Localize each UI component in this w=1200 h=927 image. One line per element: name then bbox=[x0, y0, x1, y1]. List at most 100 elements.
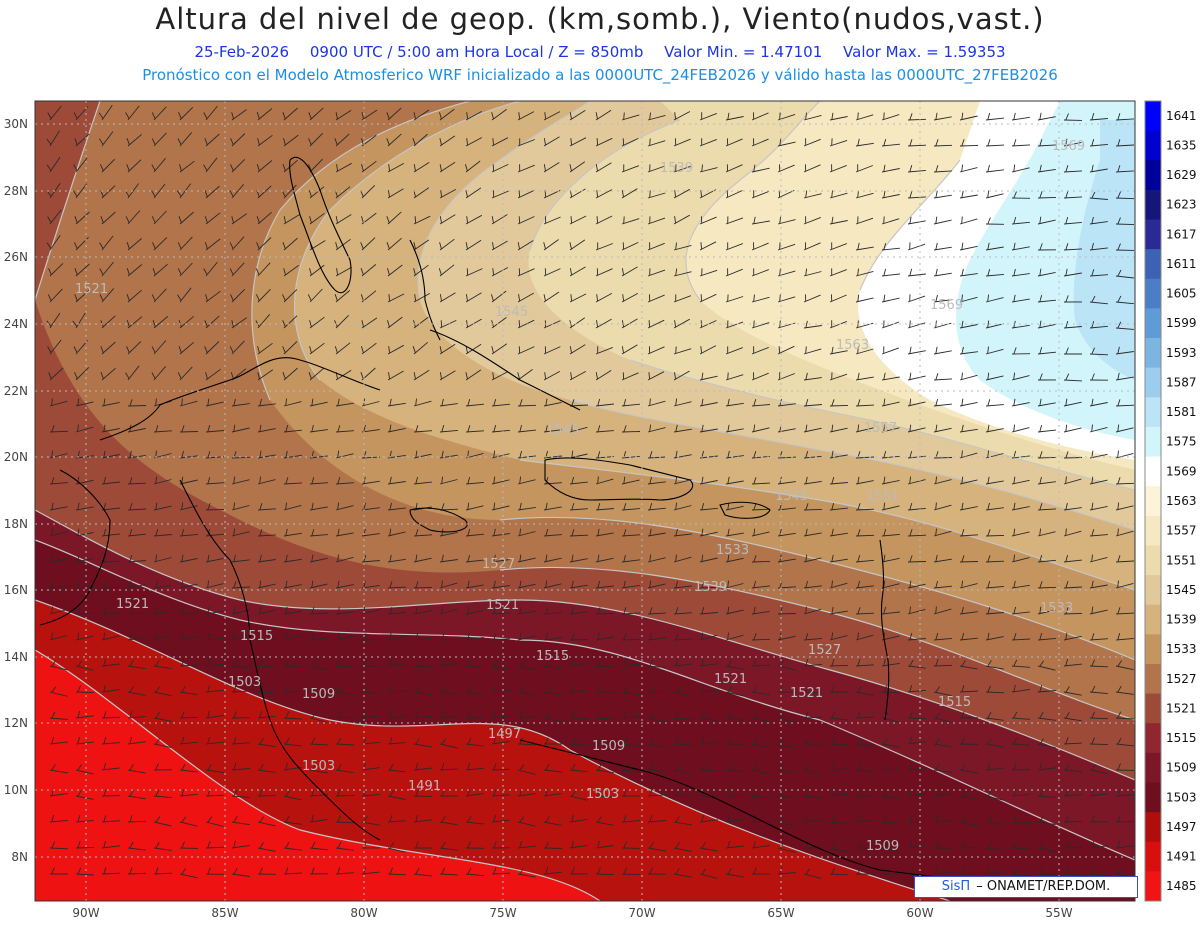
wind-barb bbox=[283, 790, 302, 801]
wind-barb bbox=[179, 580, 198, 589]
wind-barb bbox=[179, 554, 198, 563]
wind-barb bbox=[595, 763, 614, 774]
wind-barb bbox=[231, 815, 250, 826]
wind-barb bbox=[439, 424, 458, 433]
wind-barb bbox=[1037, 554, 1056, 563]
wind-barb bbox=[1011, 711, 1031, 720]
wind-barb bbox=[595, 451, 614, 459]
contour-label: 1521 bbox=[486, 598, 519, 613]
colorbar-level: 1623 bbox=[1166, 198, 1197, 212]
wind-barb bbox=[439, 189, 457, 199]
wind-barb bbox=[673, 450, 692, 459]
wind-barb bbox=[725, 763, 745, 772]
wind-barb bbox=[413, 710, 432, 719]
wind-barb bbox=[907, 711, 927, 720]
wind-barb bbox=[907, 216, 926, 225]
wind-barb bbox=[543, 712, 562, 722]
wind-barb bbox=[413, 215, 431, 225]
wind-barb bbox=[621, 763, 640, 773]
wind-barb bbox=[491, 736, 510, 745]
wind-barb bbox=[1011, 684, 1030, 693]
wind-barb bbox=[100, 341, 116, 355]
wind-barb bbox=[1063, 216, 1082, 225]
wind-barb bbox=[855, 711, 875, 719]
wind-barb bbox=[881, 320, 900, 329]
wind-barb bbox=[569, 161, 586, 173]
wind-barb bbox=[282, 315, 298, 329]
wind-barb bbox=[647, 814, 666, 823]
wind-barb bbox=[179, 528, 198, 537]
wind-barb bbox=[46, 234, 61, 251]
wind-barb bbox=[75, 764, 94, 775]
wind-barb bbox=[595, 318, 612, 329]
wind-barb bbox=[309, 212, 325, 225]
contour-label: 1521 bbox=[116, 597, 149, 612]
wind-barb bbox=[1064, 347, 1082, 355]
wind-barb bbox=[803, 503, 823, 511]
wind-barb bbox=[907, 555, 927, 563]
wind-barb bbox=[725, 528, 744, 537]
wind-barb bbox=[673, 607, 693, 615]
contour-label: 1521 bbox=[714, 672, 747, 687]
wind-barb bbox=[907, 659, 926, 669]
contour-label: 1545 bbox=[775, 489, 808, 504]
wind-barb bbox=[751, 503, 771, 511]
wind-barb bbox=[881, 763, 901, 771]
wind-barb bbox=[1063, 320, 1082, 329]
wind-barb bbox=[829, 112, 848, 121]
wind-barb bbox=[387, 424, 406, 433]
wind-barb bbox=[256, 237, 272, 251]
lat-label: 16N bbox=[4, 583, 28, 597]
wind-barb bbox=[725, 502, 744, 511]
wind-barb bbox=[907, 372, 926, 381]
wind-barb bbox=[907, 139, 927, 147]
wind-barb bbox=[1115, 737, 1134, 747]
wind-barb bbox=[1089, 164, 1108, 173]
colorbar-level: 1563 bbox=[1166, 494, 1197, 508]
wind-barb bbox=[933, 216, 952, 225]
wind-barb bbox=[1037, 711, 1056, 721]
wind-barb bbox=[205, 424, 224, 433]
wind-barb bbox=[959, 294, 978, 303]
wind-barb bbox=[439, 238, 455, 251]
wind-barb bbox=[907, 294, 926, 303]
wind-barb bbox=[99, 158, 116, 173]
wind-barb bbox=[673, 816, 692, 826]
wind-barb bbox=[335, 162, 352, 173]
wind-barb bbox=[517, 632, 536, 641]
wind-barb bbox=[361, 685, 380, 695]
wind-barb bbox=[101, 789, 121, 797]
wind-barb bbox=[725, 840, 744, 849]
wind-barb bbox=[517, 764, 536, 775]
wind-barb bbox=[99, 261, 114, 277]
wind-barb bbox=[179, 788, 198, 797]
wind-barb bbox=[621, 658, 640, 667]
wind-barb bbox=[413, 554, 432, 563]
wind-barb bbox=[829, 502, 848, 511]
wind-barb bbox=[335, 214, 352, 225]
wind-barb bbox=[1115, 165, 1135, 173]
wind-barb bbox=[127, 632, 146, 641]
wind-barb bbox=[283, 265, 299, 277]
wind-barb bbox=[178, 106, 194, 121]
wind-barb bbox=[101, 737, 120, 745]
contour-label: 1569 bbox=[1052, 139, 1085, 154]
wind-barb bbox=[126, 316, 143, 329]
wind-barb bbox=[751, 659, 771, 667]
wind-barb bbox=[855, 814, 874, 823]
wind-barb bbox=[49, 632, 68, 641]
wind-barb bbox=[543, 239, 559, 251]
wind-barb bbox=[699, 581, 719, 589]
wind-barb bbox=[543, 866, 562, 875]
wind-barb bbox=[647, 190, 666, 199]
wind-barb bbox=[48, 263, 64, 277]
wind-barb bbox=[517, 660, 536, 671]
wind-barb bbox=[413, 450, 432, 459]
wind-barb bbox=[387, 344, 405, 355]
colorbar-swatch bbox=[1145, 634, 1161, 665]
wind-barb bbox=[803, 294, 821, 303]
wind-barb bbox=[673, 164, 692, 173]
wind-barb bbox=[517, 580, 536, 589]
colorbar-swatch bbox=[1145, 545, 1161, 576]
